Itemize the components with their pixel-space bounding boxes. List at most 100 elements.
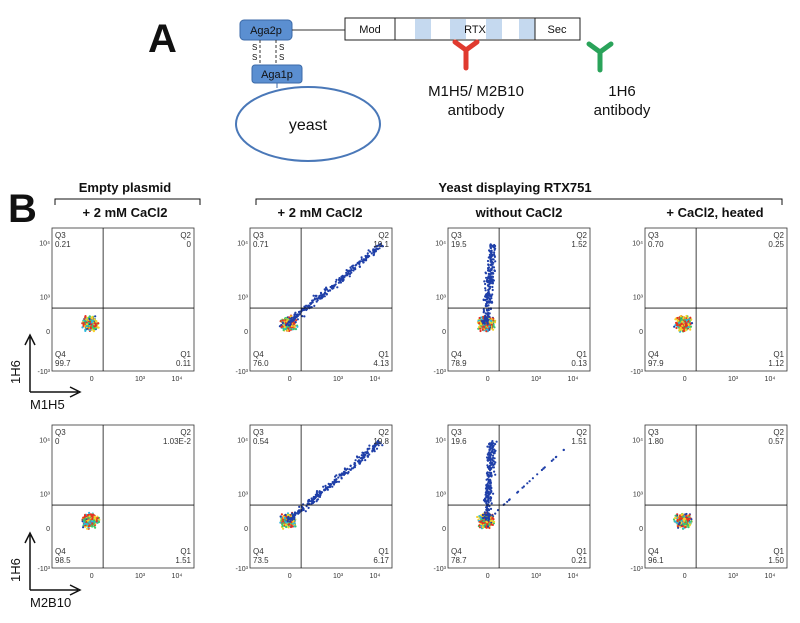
column-label: without CaCl2 [475,205,563,220]
event-dot [683,523,686,526]
event-dot [376,441,379,444]
y-tick-label: -10³ [631,369,644,376]
event-dot [283,519,286,522]
quadrant-value: 0.13 [571,359,587,368]
event-dot [373,450,376,453]
event-dot [301,315,304,318]
quadrant-value: 4.13 [373,359,389,368]
event-dot [485,293,488,296]
event-dot [94,322,97,325]
event-dot [490,471,493,474]
event-dot [682,329,685,333]
event-dot [674,514,677,517]
event-dot [337,281,340,284]
event-dot [484,289,487,292]
event-dot [366,252,369,255]
plot-frame [447,424,591,569]
quadrant-name: Q3 [253,231,264,240]
event-dot [489,454,492,457]
event-dot [490,278,493,281]
event-dot [490,253,493,256]
quadrant-name: Q4 [253,350,264,359]
event-dot [496,509,500,512]
event-dot [278,325,281,328]
event-dot [324,288,327,291]
event-dot [325,293,328,296]
y-tick-label: 10⁴ [435,240,446,247]
y-tick-label: -10³ [434,369,447,376]
event-dot [352,269,355,272]
event-dot [680,519,683,523]
event-dot [289,317,292,320]
event-dot [675,324,679,327]
event-dot [328,483,331,486]
event-dot [283,516,286,520]
event-dot [280,513,283,516]
event-dot [316,299,319,302]
event-dot [478,316,481,320]
bracket [255,198,783,205]
event-dot [360,454,363,457]
event-dot [297,310,301,314]
event-dot [311,498,314,501]
event-dot [489,285,492,288]
event-dot [482,520,485,523]
group-label: Yeast displaying RTX751 [438,180,591,195]
event-dot [373,245,376,248]
event-dot [289,324,292,327]
event-dot [483,321,486,325]
axis-arrow [24,333,82,398]
event-dot [489,298,492,301]
event-dot [487,285,490,288]
quadrant-value: 78.7 [451,556,467,565]
event-dot [490,264,493,267]
x-tick-label: 10⁴ [765,376,776,383]
event-dot [489,461,492,465]
event-dot [353,466,356,469]
plot-frame [447,227,591,372]
event-dot [688,523,692,527]
event-dot [491,293,494,296]
event-dot [83,523,86,526]
y-tick-label: 10⁴ [237,240,248,247]
event-dot [94,315,97,318]
event-dot [493,463,496,466]
event-dot [485,500,488,503]
event-dot [491,523,494,527]
x-tick-label: 10³ [135,573,146,580]
event-dot [487,518,491,521]
event-dot [346,272,349,275]
event-dot [287,526,290,529]
event-dot [91,319,94,322]
event-dot [84,316,87,319]
quadrant-name: Q3 [648,231,659,240]
event-dot [489,444,492,447]
quadrant-value: 99.7 [55,359,71,368]
event-dot [492,261,495,264]
event-dot [488,492,491,495]
quadrant-name: Q2 [773,428,784,437]
event-dot [295,314,298,317]
event-dot [676,519,679,523]
event-dot [321,294,324,297]
event-dot [488,273,491,276]
y-tick-label: 10⁴ [632,240,643,247]
quadrant-value: 0.57 [768,437,784,446]
event-dot [294,311,297,314]
event-dot [481,513,484,517]
quadrant-value: 78.9 [451,359,467,368]
event-dot [688,320,691,323]
event-dot [365,259,368,262]
event-dot [491,458,494,461]
axis-arrow [24,531,82,596]
event-dot [323,489,326,492]
event-dot [689,325,693,328]
event-dot [528,480,531,483]
event-dot [290,524,293,527]
column-label: + CaCl2, heated [666,205,763,220]
event-dot [483,280,486,283]
event-dot [353,461,356,465]
event-dot [292,328,295,331]
